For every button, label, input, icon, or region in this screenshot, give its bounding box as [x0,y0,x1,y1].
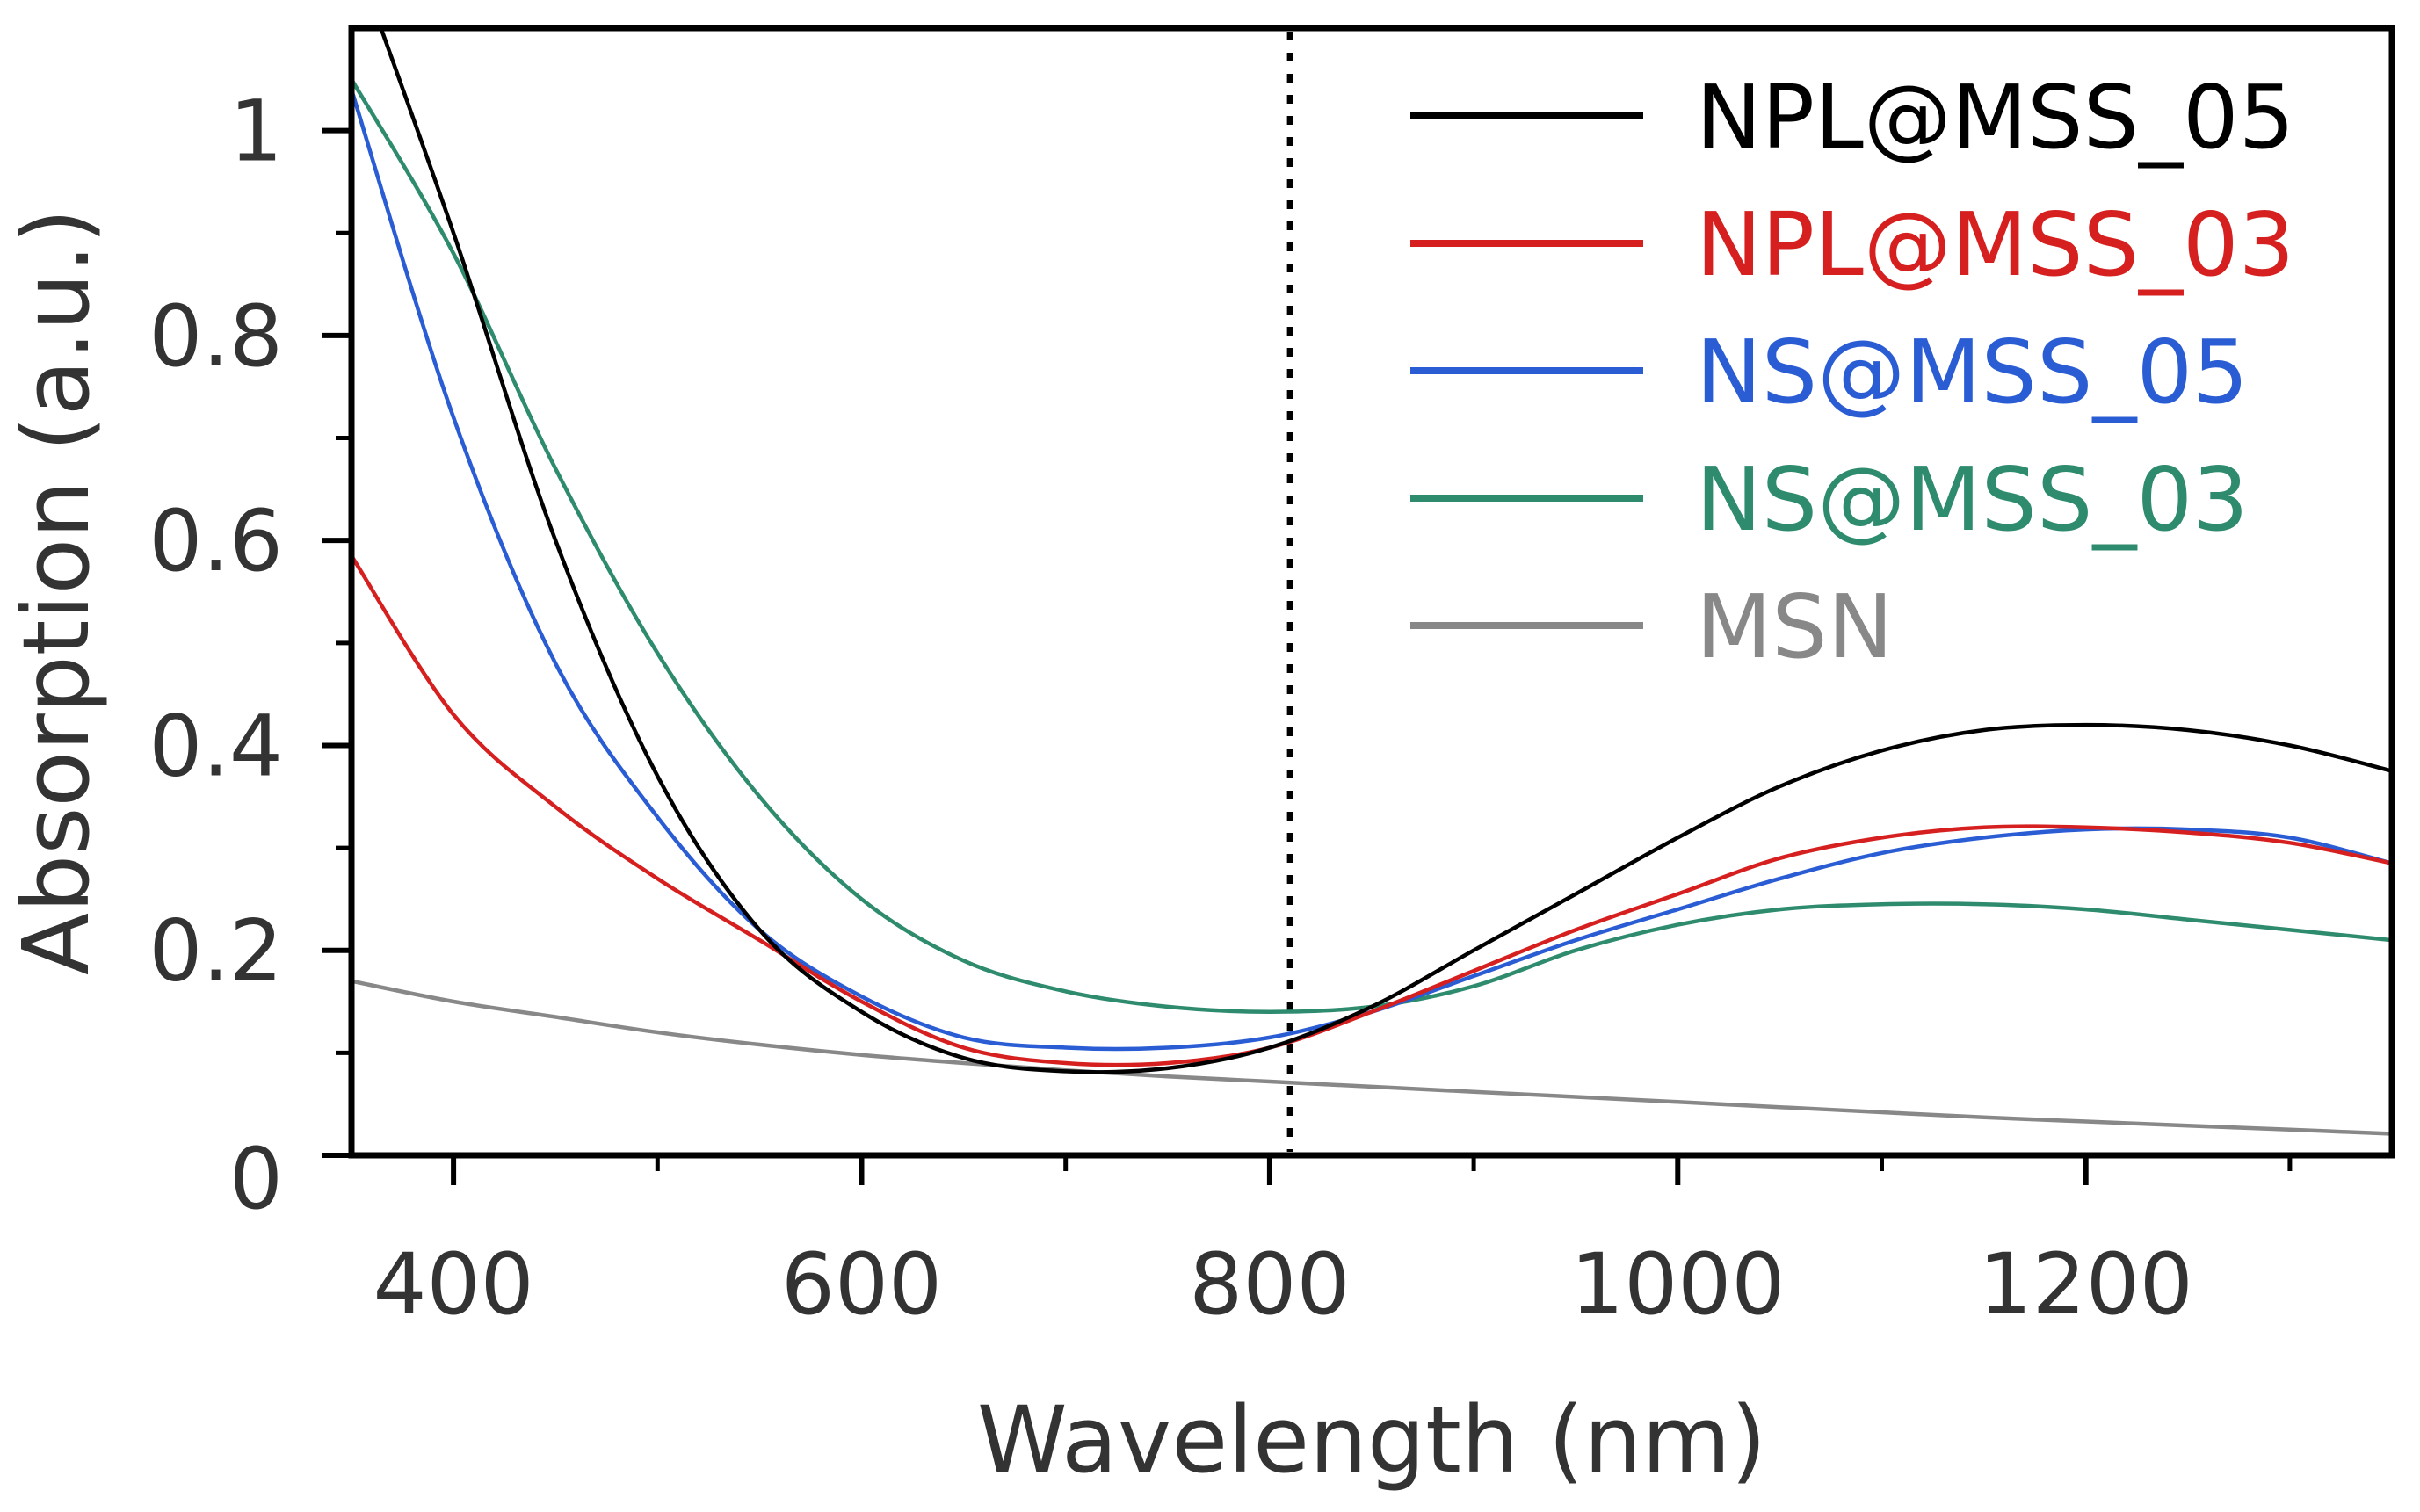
major-ticks [322,127,2089,1185]
x-tick-label: 800 [1189,1235,1350,1334]
y-tick-label: 0.8 [149,287,283,386]
legend-label: NPL@MSS_03 [1696,193,2294,296]
x-tick-label: 400 [373,1235,533,1334]
y-tick-label: 0.2 [149,902,283,1001]
y-tick-label: 0.4 [149,697,283,795]
x-tick-label: 1200 [1979,1235,2193,1334]
x-tick-label: 600 [781,1235,942,1334]
series-line-ns-mss-03 [351,77,2392,1014]
tick-labels: 400 600 800 1000 1200 0 0.2 0.4 0.6 0.8 1 [149,83,2193,1334]
legend-label: NS@MSS_05 [1696,321,2249,423]
legend: NPL@MSS_05 NPL@MSS_03 NS@MSS_05 NS@MSS_03 MS… [1410,66,2294,678]
y-axis-title: Absorption (a.u.) [3,208,110,975]
series-line-msn [351,979,2392,1136]
series-layer [351,28,2392,1136]
plot-frame [348,25,2395,1159]
x-tick-label: 1000 [1570,1235,1785,1334]
y-tick-label: 0.6 [149,492,283,590]
y-tick-label: 1 [229,83,283,181]
series-line-ns-mss-05 [351,87,2392,1052]
x-axis-title: Wavelength (nm) [977,1386,1766,1494]
legend-label: MSN [1696,575,1894,678]
legend-label: NS@MSS_03 [1696,448,2249,551]
series-line-npl-mss-03 [351,553,2392,1067]
legend-label: NPL@MSS_05 [1696,66,2294,169]
y-tick-label: 0 [229,1130,283,1228]
series-line-npl-mss-05 [379,28,2392,1074]
